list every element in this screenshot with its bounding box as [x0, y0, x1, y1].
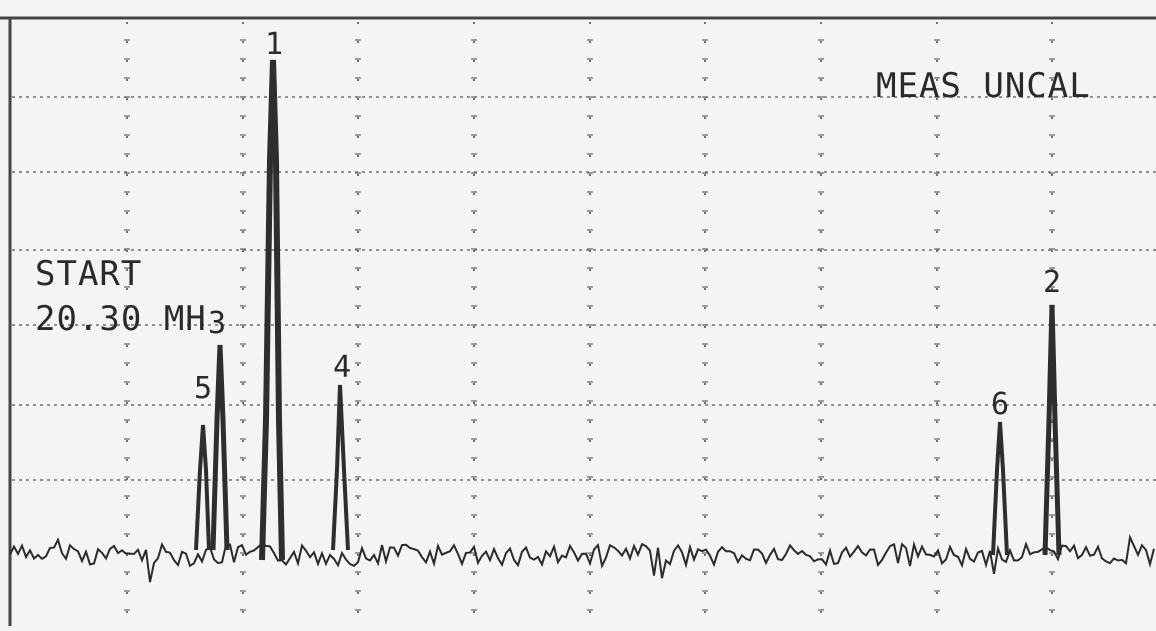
- start-label: START: [35, 254, 142, 294]
- marker-4-label: 4: [333, 350, 351, 385]
- peak-1: [259, 59, 285, 561]
- signal-trace: [9, 533, 1155, 583]
- marker-3-label: 3: [208, 306, 226, 341]
- peak-3: [210, 344, 230, 551]
- peak-5: [194, 424, 211, 551]
- marker-2-label: 2: [1043, 265, 1061, 300]
- peak-4: [331, 384, 350, 551]
- status-annotation: MEAS UNCAL: [876, 66, 1091, 106]
- start-frequency: 20.30 MH: [35, 299, 207, 339]
- marker-1-label: 1: [265, 27, 283, 62]
- signal-peaks: [194, 59, 1062, 561]
- peak-2: [1042, 304, 1062, 556]
- marker-6-label: 6: [991, 387, 1009, 422]
- marker-5-label: 5: [194, 371, 212, 406]
- peak-6: [991, 421, 1009, 556]
- graticule: [12, 22, 1156, 626]
- graticule-minor-ticks: [124, 39, 1055, 611]
